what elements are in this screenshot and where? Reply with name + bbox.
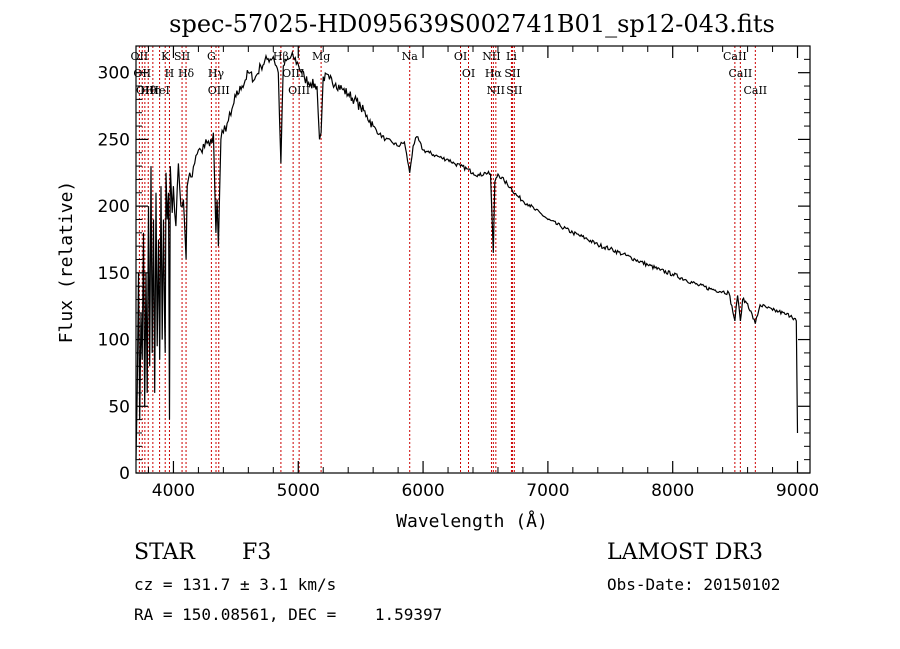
x-tick-label-1: 5000 [277, 481, 320, 501]
spectral-line-labels: OIIOIIOIIHθHηHeIKHSIIHδGHγOIIIHβOIIIOIII… [131, 50, 768, 97]
line-label-5: HeI [149, 84, 169, 97]
line-label-26: CaII [723, 50, 747, 63]
x-axis-label: Wavelength (Å) [396, 510, 548, 532]
y-tick-label-6: 300 [98, 64, 130, 84]
spectrum-line [135, 50, 799, 460]
x-axis-ticks: 4000 5000 6000 7000 8000 9000 [147, 46, 819, 501]
observation-date: Obs-Date: 20150102 [607, 575, 780, 594]
y-tick-label-5: 250 [98, 130, 130, 150]
survey-name: LAMOST DR3 [607, 540, 763, 565]
line-label-2: OII [136, 84, 154, 97]
line-label-9: Hδ [178, 67, 195, 80]
line-label-12: OIII [208, 84, 230, 97]
line-label-10: G [207, 50, 216, 63]
spectral-subclass: F3 [242, 540, 271, 565]
redshift-cz: cz = 131.7 ± 3.1 km/s [134, 575, 336, 594]
line-label-28: CaII [743, 84, 767, 97]
line-label-19: OI [462, 67, 475, 80]
line-label-8: SII [174, 50, 190, 63]
line-label-18: OI [454, 50, 467, 63]
coordinates: RA = 150.08561, DEC = 1.59397 [134, 605, 442, 624]
line-label-15: OIII [288, 84, 310, 97]
plot-frame [135, 45, 811, 474]
y-tick-label-0: 0 [119, 464, 130, 484]
line-label-1: OII [133, 67, 151, 80]
chart-title: spec-57025-HD095639S002741B01_sp12-043.f… [169, 10, 775, 38]
line-label-14: OIII [282, 67, 304, 80]
y-tick-label-4: 200 [98, 197, 130, 217]
x-tick-label-3: 7000 [526, 481, 569, 501]
line-label-16: Mg [312, 50, 330, 63]
line-label-23: Li [506, 50, 517, 63]
line-label-22: NII [487, 84, 505, 97]
x-tick-label-0: 4000 [152, 481, 195, 501]
line-label-20: NII [482, 50, 500, 63]
line-label-0: OII [131, 50, 149, 63]
y-axis-label: Flux (relative) [56, 181, 77, 344]
line-label-17: Na [402, 50, 419, 63]
y-tick-label-3: 150 [98, 264, 130, 284]
x-tick-label-2: 6000 [401, 481, 444, 501]
y-tick-label-1: 50 [108, 397, 130, 417]
line-label-27: CaII [729, 67, 753, 80]
line-label-11: Hγ [208, 67, 225, 80]
line-label-25: SII [506, 84, 522, 97]
y-tick-label-2: 100 [98, 331, 130, 351]
line-label-24: SII [504, 67, 520, 80]
x-tick-label-4: 8000 [651, 481, 694, 501]
line-label-21: Hα [485, 67, 503, 80]
line-label-4: Hη [145, 84, 161, 97]
line-label-7: H [165, 67, 175, 80]
object-type: STAR [134, 540, 196, 565]
y-axis-ticks: 0 50 100 150 200 250 300 [98, 58, 810, 484]
x-tick-label-5: 9000 [776, 481, 819, 501]
line-label-6: K [161, 50, 170, 63]
line-label-3: Hθ [140, 84, 157, 97]
